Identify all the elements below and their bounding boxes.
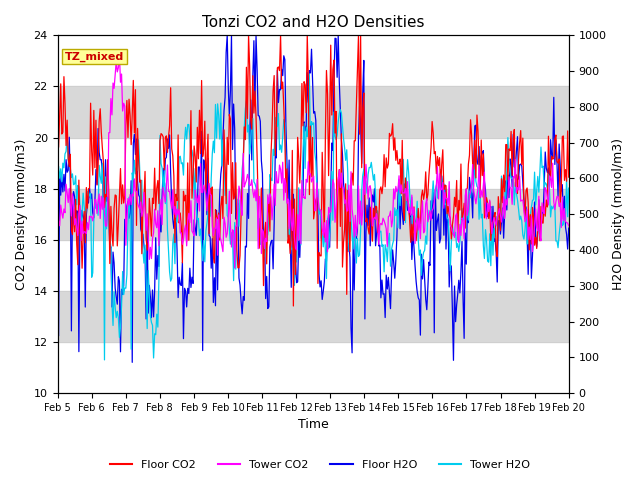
Y-axis label: CO2 Density (mmol/m3): CO2 Density (mmol/m3) bbox=[15, 139, 28, 290]
Text: TZ_mixed: TZ_mixed bbox=[65, 51, 124, 62]
X-axis label: Time: Time bbox=[298, 419, 328, 432]
Title: Tonzi CO2 and H2O Densities: Tonzi CO2 and H2O Densities bbox=[202, 15, 424, 30]
Bar bbox=[58, 86, 569, 138]
Bar bbox=[58, 291, 569, 342]
Legend: Floor CO2, Tower CO2, Floor H2O, Tower H2O: Floor CO2, Tower CO2, Floor H2O, Tower H… bbox=[105, 456, 535, 474]
Bar bbox=[58, 189, 569, 240]
Y-axis label: H2O Density (mmol/m3): H2O Density (mmol/m3) bbox=[612, 138, 625, 290]
